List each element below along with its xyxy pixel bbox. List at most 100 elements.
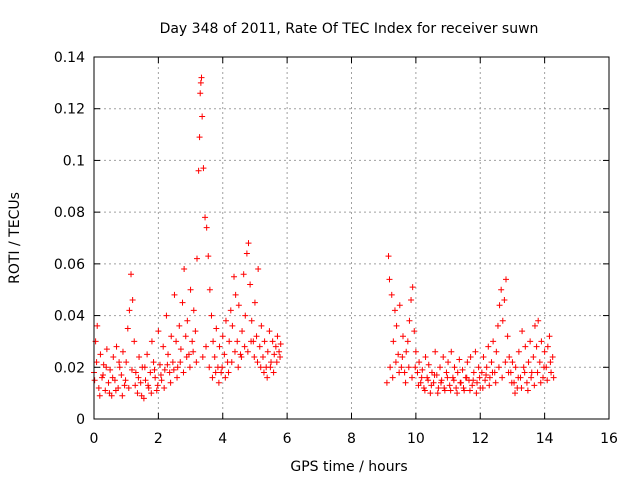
data-point	[116, 364, 123, 371]
data-point	[496, 302, 503, 309]
data-point	[269, 338, 276, 345]
data-point	[427, 390, 434, 397]
y-tick-label: 0	[76, 412, 85, 428]
data-point	[132, 369, 139, 376]
data-point	[499, 374, 506, 381]
data-point	[195, 167, 202, 174]
data-point	[166, 369, 173, 376]
data-point	[424, 374, 431, 381]
data-point	[536, 359, 543, 366]
data-point	[213, 325, 220, 332]
data-point	[190, 348, 197, 355]
x-tick-label: 0	[90, 431, 99, 447]
data-point	[399, 353, 406, 360]
data-point	[470, 377, 477, 384]
data-point	[99, 374, 106, 381]
data-point	[520, 364, 527, 371]
data-point	[515, 374, 522, 381]
data-point	[493, 348, 500, 355]
data-point	[251, 299, 258, 306]
data-point	[492, 379, 499, 386]
data-point	[155, 328, 162, 335]
data-point	[503, 276, 509, 283]
data-point	[171, 291, 178, 298]
data-point	[396, 302, 403, 309]
data-point	[122, 377, 129, 384]
data-point	[480, 353, 487, 360]
data-point	[118, 372, 125, 379]
data-point	[160, 343, 167, 350]
data-point	[512, 364, 519, 371]
data-point	[100, 361, 107, 368]
data-point	[194, 255, 200, 262]
data-point	[247, 281, 254, 288]
data-point	[490, 338, 497, 345]
data-point	[239, 328, 246, 335]
data-point	[261, 338, 268, 345]
data-point	[544, 343, 551, 350]
data-point	[438, 377, 445, 384]
data-point	[450, 377, 457, 384]
data-point	[255, 266, 262, 273]
data-point	[498, 286, 505, 293]
data-point	[486, 374, 493, 381]
data-point	[525, 359, 532, 366]
data-point	[210, 338, 217, 345]
data-point	[102, 387, 109, 394]
data-point	[444, 374, 451, 381]
data-point	[158, 377, 165, 384]
data-point	[388, 291, 395, 298]
data-point	[271, 351, 278, 358]
data-point	[411, 328, 418, 335]
data-point	[421, 387, 428, 394]
data-point	[466, 387, 473, 394]
data-point	[197, 90, 204, 97]
data-point	[277, 341, 284, 348]
data-point	[148, 338, 155, 345]
data-point	[173, 338, 180, 345]
data-point	[538, 338, 545, 345]
data-point	[400, 333, 406, 340]
data-point	[154, 382, 161, 389]
data-point	[522, 343, 529, 350]
data-point	[136, 353, 143, 360]
y-tick-label: 0.02	[54, 360, 85, 376]
data-point	[534, 369, 541, 376]
data-point	[119, 392, 126, 399]
data-point	[418, 374, 425, 381]
data-point	[125, 384, 132, 391]
data-point	[537, 379, 544, 386]
data-point	[414, 369, 421, 376]
data-point	[521, 369, 528, 376]
data-point	[474, 379, 481, 386]
data-point	[453, 384, 460, 391]
data-point	[457, 379, 464, 386]
data-point	[441, 384, 448, 391]
data-point	[437, 364, 444, 371]
data-point	[483, 372, 490, 379]
data-point	[415, 382, 422, 389]
data-point	[447, 387, 454, 394]
data-point	[228, 359, 235, 366]
data-point	[409, 284, 416, 291]
data-point	[479, 384, 486, 391]
data-point	[103, 346, 110, 353]
data-point	[181, 266, 188, 273]
data-point	[425, 361, 432, 368]
data-point	[398, 364, 405, 371]
data-point	[241, 343, 248, 350]
data-point	[182, 333, 189, 340]
data-point	[165, 351, 172, 358]
data-point	[509, 359, 516, 366]
data-point	[393, 322, 400, 329]
data-point	[167, 379, 174, 386]
data-point	[541, 348, 548, 355]
data-point	[156, 361, 163, 368]
data-point	[197, 79, 204, 86]
data-point	[174, 374, 181, 381]
data-point	[256, 343, 263, 350]
data-point	[123, 359, 130, 366]
data-point	[116, 359, 123, 366]
data-point	[524, 387, 531, 394]
